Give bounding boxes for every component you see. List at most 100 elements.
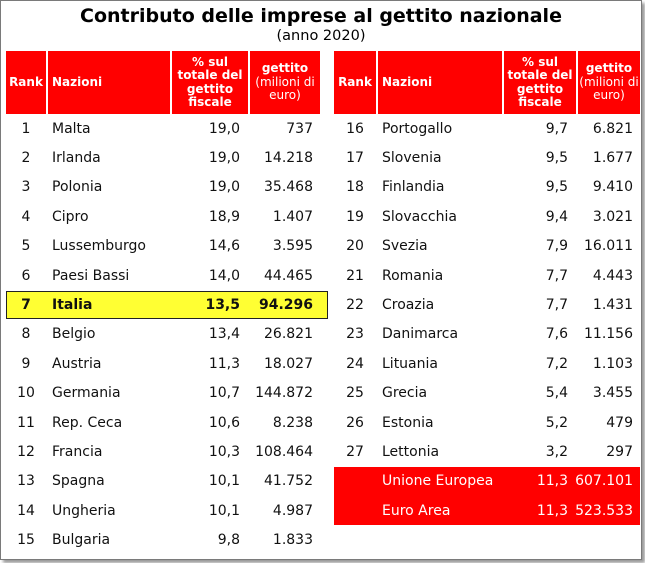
pct-cell: 7,9 xyxy=(545,238,568,255)
country-cell: Lettonia xyxy=(382,443,440,460)
country-cell: Rep. Ceca xyxy=(52,414,123,431)
gettito-cell: 9.410 xyxy=(592,179,633,196)
rank-cell xyxy=(334,496,376,525)
gettito-cell: 6.821 xyxy=(592,120,633,137)
gettito-cell: 1.103 xyxy=(592,355,633,372)
header-rank: Rank xyxy=(334,51,376,114)
country-cell: Slovenia xyxy=(382,150,442,167)
country-cell: Euro Area xyxy=(382,502,451,519)
gettito-cell: 1.677 xyxy=(592,150,633,167)
gettito-cell: 8.238 xyxy=(272,414,313,431)
country-cell: Ungheria xyxy=(52,502,116,519)
pct-cell: 19,0 xyxy=(208,120,240,137)
pct-cell: 19,0 xyxy=(208,150,240,167)
gettito-cell: 44.465 xyxy=(264,267,313,284)
rank-cell: 1 xyxy=(21,120,31,137)
gettito-cell: 3.021 xyxy=(592,208,633,225)
rank-cell: 19 xyxy=(346,208,364,225)
gettito-cell: 1.407 xyxy=(272,208,313,225)
rank-cell: 17 xyxy=(346,150,364,167)
country-cell: Polonia xyxy=(52,179,103,196)
gettito-cell: 35.468 xyxy=(264,179,313,196)
country-cell: Germania xyxy=(52,385,121,402)
rank-cell: 8 xyxy=(21,326,31,343)
pct-cell: 7,7 xyxy=(545,297,568,314)
rank-cell: 14 xyxy=(17,502,35,519)
gettito-cell: 94.296 xyxy=(258,297,313,314)
rank-cell: 15 xyxy=(17,532,35,549)
gettito-cell: 607.101 xyxy=(575,473,633,490)
country-cell: Spagna xyxy=(52,473,105,490)
rank-cell: 12 xyxy=(17,443,35,460)
header-nazioni: Nazioni xyxy=(378,51,502,114)
pct-cell: 14,0 xyxy=(208,267,240,284)
pct-cell: 3,2 xyxy=(545,443,568,460)
pct-cell: 7,6 xyxy=(545,326,568,343)
rank-cell: 26 xyxy=(346,414,364,431)
pct-cell: 10,1 xyxy=(208,502,240,519)
country-cell: Unione Europea xyxy=(382,473,494,490)
pct-cell: 7,7 xyxy=(545,267,568,284)
country-cell: Bulgaria xyxy=(52,532,111,549)
country-cell: Austria xyxy=(52,355,102,372)
rank-cell: 10 xyxy=(17,385,35,402)
country-cell: Finlandia xyxy=(382,179,445,196)
pct-cell: 10,1 xyxy=(208,473,240,490)
header-rank: Rank xyxy=(6,51,46,114)
gettito-cell: 41.752 xyxy=(264,473,313,490)
gettito-cell: 479 xyxy=(606,414,633,431)
pct-cell: 9,5 xyxy=(545,179,568,196)
country-cell: Estonia xyxy=(382,414,434,431)
gettito-cell: 4.443 xyxy=(592,267,633,284)
header-pct: % sul totale del gettito fiscale xyxy=(172,51,248,114)
country-cell: Croazia xyxy=(382,297,435,314)
rank-cell: 22 xyxy=(346,297,364,314)
gettito-cell: 1.833 xyxy=(272,532,313,549)
pct-cell: 13,4 xyxy=(208,326,240,343)
country-cell: Lituania xyxy=(382,355,438,372)
page-title: Contributo delle imprese al gettito nazi… xyxy=(80,5,562,27)
gettito-cell: 18.027 xyxy=(264,355,313,372)
gettito-cell: 737 xyxy=(286,120,313,137)
pct-cell: 5,2 xyxy=(545,414,568,431)
header-pct: % sul totale del gettito fiscale xyxy=(504,51,576,114)
gettito-cell: 16.011 xyxy=(584,238,633,255)
pct-cell: 11,3 xyxy=(536,502,568,519)
country-cell: Danimarca xyxy=(382,326,459,343)
pct-cell: 9,5 xyxy=(545,150,568,167)
country-cell: Slovacchia xyxy=(382,208,457,225)
country-cell: Francia xyxy=(52,443,103,460)
pct-cell: 5,4 xyxy=(545,385,568,402)
rank-cell: 18 xyxy=(346,179,364,196)
rank-cell: 16 xyxy=(346,120,364,137)
pct-cell: 7,2 xyxy=(545,355,568,372)
rank-cell: 13 xyxy=(17,473,35,490)
aggregate-row-bg xyxy=(334,496,640,526)
country-cell: Malta xyxy=(52,120,91,137)
pct-cell: 9,8 xyxy=(217,532,240,549)
pct-cell: 9,7 xyxy=(545,120,568,137)
rank-cell: 7 xyxy=(21,297,31,314)
highlight-box xyxy=(6,291,328,320)
gettito-cell: 144.872 xyxy=(255,385,313,402)
rank-cell: 5 xyxy=(21,238,31,255)
pct-cell: 13,5 xyxy=(205,297,240,314)
country-cell: Belgio xyxy=(52,326,96,343)
pct-cell: 9,4 xyxy=(545,208,568,225)
pct-cell: 10,3 xyxy=(208,443,240,460)
gettito-cell: 523.533 xyxy=(575,502,633,519)
header-gettito: gettito (milioni di euro) xyxy=(578,51,640,114)
pct-cell: 19,0 xyxy=(208,179,240,196)
country-cell: Romania xyxy=(382,267,444,284)
rank-cell: 3 xyxy=(21,179,31,196)
country-cell: Lussemburgo xyxy=(52,238,146,255)
country-cell: Italia xyxy=(52,297,93,314)
pct-cell: 10,6 xyxy=(208,414,240,431)
country-cell: Grecia xyxy=(382,385,428,402)
pct-cell: 11,3 xyxy=(536,473,568,490)
country-cell: Cipro xyxy=(52,208,89,225)
rank-cell: 24 xyxy=(346,355,364,372)
header-nazioni: Nazioni xyxy=(48,51,170,114)
gettito-cell: 11.156 xyxy=(584,326,633,343)
